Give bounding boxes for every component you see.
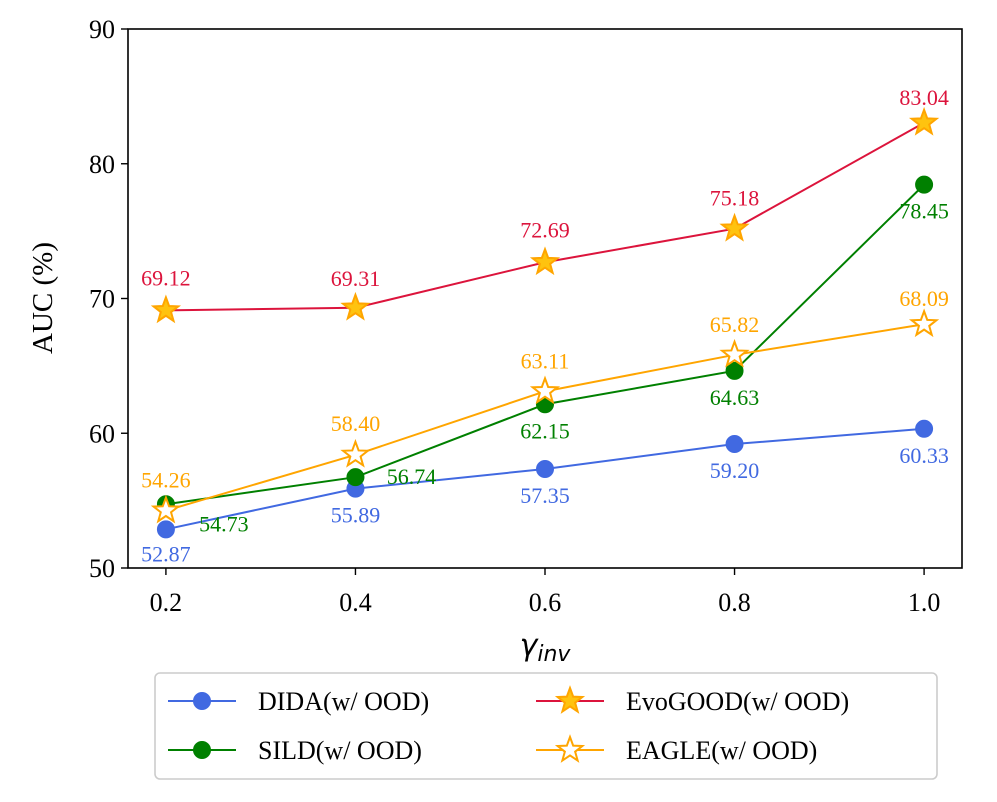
legend-item: DIDA(w/ OOD): [168, 687, 429, 716]
data-point: [915, 419, 934, 438]
y-tick-label: 70: [89, 285, 115, 314]
data-label: 64.63: [710, 385, 760, 410]
data-point: [719, 212, 750, 242]
x-tick-label: 0.4: [339, 588, 372, 617]
x-tick-label: 0.8: [718, 588, 751, 617]
legend-label: EvoGOOD(w/ OOD): [626, 687, 849, 716]
x-axis-label: γinv: [520, 628, 572, 667]
data-point: [536, 459, 554, 478]
y-tick-label: 60: [89, 419, 115, 448]
plot-area: 50 60 70 80 90 0.2 0.4 0.6 0.8 1.0 52.87 55.89 57.35…: [89, 15, 963, 617]
data-point: [340, 438, 371, 468]
data-point: [150, 294, 182, 324]
data-label: 54.73: [199, 511, 249, 536]
data-point: [908, 106, 940, 136]
data-point: [725, 435, 744, 454]
legend-label: SILD(w/ OOD): [258, 736, 422, 765]
data-label: 75.18: [710, 186, 760, 211]
data-label: 59.20: [710, 458, 760, 483]
data-label: 52.87: [141, 541, 191, 566]
data-point: [529, 246, 561, 276]
data-label: 57.35: [520, 483, 570, 508]
data-point: [719, 338, 750, 368]
data-label: 83.04: [899, 85, 949, 110]
data-point: [908, 308, 940, 338]
data-label: 56.74: [387, 464, 437, 489]
legend-marker: [193, 741, 211, 759]
data-label: 58.40: [331, 411, 381, 436]
legend-marker: [193, 692, 211, 710]
legend-item: EAGLE(w/ OOD): [536, 734, 817, 765]
data-point: [529, 375, 561, 405]
data-label: 62.15: [520, 418, 570, 443]
x-axis-label-subscript: inv: [537, 642, 571, 667]
data-point: [725, 361, 744, 380]
data-label: 68.09: [899, 286, 949, 311]
x-tick-label: 0.6: [529, 588, 562, 617]
data-point: [150, 494, 182, 524]
data-label: 72.69: [520, 217, 570, 242]
x-tick-label: 0.2: [150, 588, 183, 617]
legend-label: EAGLE(w/ OOD): [626, 736, 817, 765]
data-point: [346, 468, 365, 487]
legend-item: EvoGOOD(w/ OOD): [536, 685, 849, 716]
data-point: [156, 520, 175, 539]
x-axis-label-main: γ: [520, 628, 540, 663]
data-label: 65.82: [710, 312, 760, 337]
legend-item: SILD(w/ OOD): [168, 736, 422, 765]
data-label: 69.12: [141, 265, 191, 290]
y-tick-label: 80: [89, 150, 115, 179]
data-point: [915, 175, 934, 194]
data-label: 60.33: [899, 443, 949, 468]
x-tick-label: 1.0: [908, 588, 941, 617]
data-label: 55.89: [331, 503, 381, 528]
data-point: [340, 291, 371, 321]
legend-marker: [554, 685, 586, 714]
y-tick-label: 90: [89, 15, 115, 44]
legend: DIDA(w/ OOD) SILD(w/ OOD) EvoGOOD(w/ OOD) E…: [154, 672, 938, 780]
legend-marker: [554, 734, 586, 763]
y-tick-label: 50: [89, 554, 115, 583]
y-axis-label: AUC (%): [27, 242, 59, 354]
data-label: 78.45: [899, 199, 949, 224]
data-label: 63.11: [521, 348, 570, 373]
legend-label: DIDA(w/ OOD): [258, 687, 429, 716]
data-label: 54.26: [141, 468, 191, 493]
data-label: 69.31: [331, 266, 381, 291]
legend-frame: [154, 672, 938, 780]
